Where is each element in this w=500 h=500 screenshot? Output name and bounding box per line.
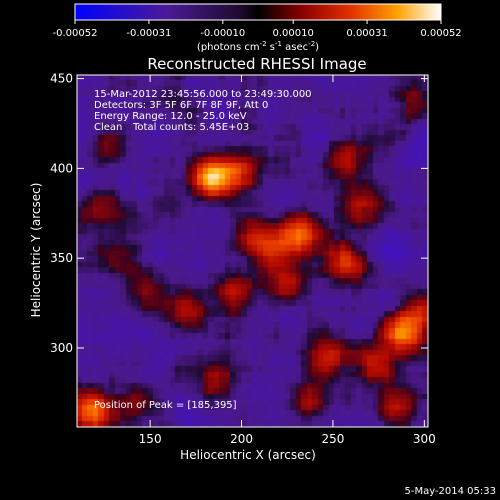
colorbar-gradient — [74, 3, 442, 21]
colorbar-label: (photons cm-2 s-1 asec-2) — [197, 40, 319, 53]
y-tick-label: 300 — [50, 341, 73, 355]
x-tick-label: 250 — [321, 432, 344, 446]
colorbar-tick-label: -0.00010 — [200, 28, 245, 39]
annotation-total-counts: Total counts: 5.45E+03 — [132, 122, 249, 133]
y-tick-label: 450 — [50, 72, 73, 86]
colorbar-tick-label: -0.00052 — [53, 28, 98, 39]
y-tick-label: 350 — [50, 251, 73, 265]
x-tick-label: 200 — [230, 432, 253, 446]
y-axis: 300 350 400 450 — [50, 72, 428, 355]
annotation-time-range: 15-Mar-2012 23:45:56.000 to 23:49:30.000 — [94, 89, 312, 100]
annotations: 15-Mar-2012 23:45:56.000 to 23:49:30.000… — [94, 89, 312, 411]
colorbar-tick-label: 0.00052 — [420, 28, 461, 39]
annotation-energy-range: Energy Range: 12.0 - 25.0 keV — [94, 111, 247, 122]
annotation-clean: Clean — [94, 122, 122, 133]
heatmap-image — [77, 75, 428, 427]
x-tick-label: 300 — [413, 432, 436, 446]
chart-title: Reconstructed RHESSI Image — [147, 55, 366, 73]
plot-frame — [76, 74, 429, 428]
heatmap-canvas — [77, 75, 428, 427]
colorbar-tick-label: -0.00031 — [126, 28, 171, 39]
x-tick-label: 150 — [139, 432, 162, 446]
x-axis-label: Heliocentric X (arcsec) — [180, 448, 316, 462]
colorbar-tick-label: 0.00010 — [273, 28, 314, 39]
x-axis: 150 200 250 300 — [139, 75, 436, 446]
annotation-peak: Position of Peak = [185,395] — [94, 400, 237, 411]
y-tick-label: 400 — [50, 161, 73, 175]
footer-date: 5-May-2014 05:33 — [404, 486, 496, 497]
colorbar-tick-label: 0.00031 — [346, 28, 387, 39]
y-axis-label: Heliocentric Y (arcsec) — [29, 183, 43, 318]
annotation-detectors: Detectors: 3F 5F 6F 7F 8F 9F, Att 0 — [94, 100, 268, 111]
colorbar: -0.00052 -0.00031 -0.00010 0.00010 0.00031 0.… — [53, 3, 462, 53]
colorbar-ticks: -0.00052 -0.00031 -0.00010 0.00010 0.00031 0.… — [53, 20, 462, 39]
